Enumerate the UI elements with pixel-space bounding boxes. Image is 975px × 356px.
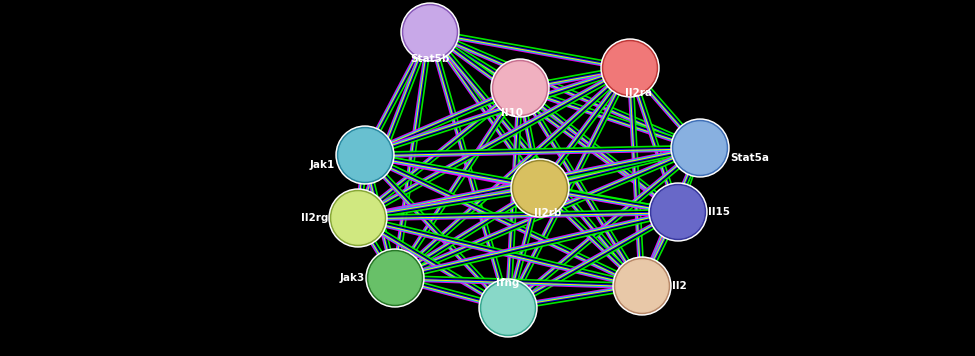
Circle shape — [368, 251, 422, 305]
Circle shape — [674, 122, 726, 174]
Circle shape — [337, 127, 393, 183]
Circle shape — [491, 59, 549, 117]
Text: Il15: Il15 — [708, 207, 730, 217]
Circle shape — [601, 39, 659, 97]
Circle shape — [481, 281, 535, 335]
Circle shape — [369, 252, 421, 304]
Circle shape — [673, 120, 727, 176]
Circle shape — [613, 257, 671, 315]
Text: Ifng: Ifng — [496, 278, 520, 288]
Circle shape — [404, 6, 456, 58]
Text: Il2: Il2 — [672, 281, 686, 291]
Circle shape — [403, 5, 457, 59]
Text: Stat5b: Stat5b — [410, 54, 449, 64]
Circle shape — [616, 260, 668, 312]
Circle shape — [650, 184, 706, 240]
Circle shape — [614, 258, 670, 314]
Text: Il2ra: Il2ra — [625, 88, 651, 98]
Circle shape — [603, 41, 657, 95]
Circle shape — [336, 126, 394, 184]
Circle shape — [494, 62, 546, 114]
Circle shape — [514, 162, 566, 214]
Circle shape — [511, 159, 569, 217]
Circle shape — [366, 249, 424, 307]
Circle shape — [479, 279, 537, 337]
Text: Il10: Il10 — [501, 108, 523, 118]
Circle shape — [671, 119, 729, 177]
Circle shape — [339, 129, 391, 181]
Text: Il2rb: Il2rb — [534, 208, 562, 218]
Circle shape — [332, 192, 384, 244]
Circle shape — [331, 190, 385, 246]
Circle shape — [401, 3, 459, 61]
Text: Jak1: Jak1 — [310, 160, 335, 170]
Text: Jak3: Jak3 — [339, 273, 365, 283]
Circle shape — [482, 282, 534, 334]
Text: Il2rg: Il2rg — [300, 213, 328, 223]
Circle shape — [604, 42, 656, 94]
Circle shape — [649, 183, 707, 241]
Circle shape — [513, 161, 567, 215]
Text: Stat5a: Stat5a — [730, 153, 769, 163]
Circle shape — [329, 189, 387, 247]
Circle shape — [492, 61, 548, 115]
Circle shape — [652, 186, 704, 238]
